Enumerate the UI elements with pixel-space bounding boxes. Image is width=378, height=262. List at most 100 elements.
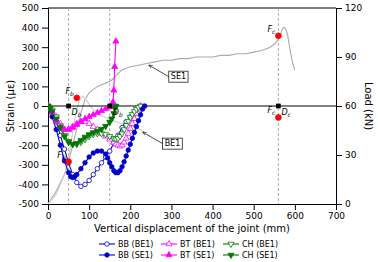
- marker: [103, 124, 109, 129]
- marker: [95, 166, 100, 171]
- tick: 200: [22, 62, 48, 72]
- tick-label: -200: [19, 141, 40, 151]
- tick-label: 200: [22, 62, 39, 72]
- tick-mark: [336, 8, 342, 9]
- tick: 100: [81, 204, 98, 221]
- tick: 500: [22, 3, 48, 13]
- tick: -100: [19, 121, 48, 131]
- marker: [132, 130, 137, 135]
- tick-mark: [130, 204, 131, 210]
- marker: [142, 104, 147, 109]
- tick-mark: [42, 8, 48, 9]
- tick-mark: [336, 204, 342, 205]
- tick-mark: [336, 106, 342, 107]
- marker: [134, 124, 139, 129]
- legend-item: BT (SE1): [161, 251, 214, 260]
- x-axis-title: Vertical displacement of the joint (mm): [94, 223, 290, 234]
- axis-line: [337, 9, 343, 205]
- marker: [87, 178, 92, 183]
- marker: [109, 117, 115, 122]
- tick-label: 90: [345, 52, 357, 62]
- tick-label: 0: [345, 199, 351, 209]
- marker: [86, 120, 92, 125]
- tick-label: 200: [122, 211, 139, 221]
- axis-line: [42, 9, 49, 205]
- marker: [74, 142, 80, 147]
- strain-line: [48, 106, 116, 144]
- strain-line: [48, 106, 141, 186]
- annotation: Fb: [65, 87, 74, 97]
- tick-label: 60: [345, 101, 357, 111]
- marker: [105, 156, 110, 161]
- marker: [138, 113, 143, 118]
- tick-label: -100: [19, 121, 40, 131]
- tick-label: 500: [22, 3, 39, 13]
- y-axis: -500-400-300-200-1000100200300400500: [19, 3, 49, 209]
- legend-label: BT (BE1): [180, 240, 215, 249]
- legend-marker: [228, 242, 234, 247]
- marker: [120, 165, 125, 170]
- legend-label: BB (SE1): [118, 251, 153, 260]
- point: [74, 95, 80, 101]
- y2-axis-title: Load (kN): [363, 82, 374, 130]
- marker: [98, 127, 104, 132]
- point: [276, 33, 282, 39]
- tick-label: 120: [345, 3, 362, 13]
- reference-point: [276, 104, 281, 109]
- marker: [61, 135, 67, 140]
- tick: 120: [336, 3, 362, 13]
- tick: -200: [19, 141, 48, 151]
- marker: [111, 87, 117, 92]
- tick-mark: [213, 204, 214, 210]
- tick: 90: [336, 52, 357, 62]
- tick-mark: [42, 106, 48, 107]
- marker: [49, 109, 55, 114]
- marker: [123, 135, 129, 140]
- annotation: Fc: [267, 25, 276, 35]
- tick: 600: [287, 204, 304, 221]
- marker: [75, 172, 80, 177]
- legend-marker: [228, 253, 234, 258]
- tick: 300: [163, 204, 180, 221]
- tick-mark: [42, 47, 48, 48]
- tick: 0: [336, 199, 351, 209]
- marker: [91, 172, 96, 177]
- legend-label: CH (SE1): [242, 251, 278, 260]
- marker: [124, 154, 129, 159]
- reference-point: [66, 104, 71, 109]
- legend-label: CH (BE1): [242, 240, 278, 249]
- marker: [74, 141, 80, 146]
- legend-item: BB (BE1): [99, 240, 153, 249]
- tick-mark: [42, 184, 48, 185]
- reference-point: [107, 104, 112, 109]
- frame-line: [48, 8, 336, 9]
- tick: -400: [19, 180, 48, 190]
- marker: [112, 63, 118, 68]
- tick: 400: [22, 23, 48, 33]
- tick-mark: [42, 28, 48, 29]
- tick-label: 400: [204, 211, 221, 221]
- marker: [125, 130, 131, 135]
- tick: 30: [336, 150, 357, 160]
- marker: [113, 38, 119, 43]
- y-axis-title: Strain (με): [5, 80, 16, 132]
- marker: [50, 110, 55, 115]
- marker: [78, 139, 84, 144]
- annotation: SE1: [171, 72, 186, 81]
- strain-line: [48, 41, 116, 129]
- tick-mark: [42, 204, 48, 205]
- marker: [82, 135, 88, 140]
- marker: [61, 134, 67, 139]
- annotation: Fb: [57, 151, 66, 161]
- tick: -300: [19, 160, 48, 170]
- marker: [53, 117, 59, 122]
- marker: [79, 166, 84, 171]
- marker: [128, 142, 133, 147]
- marker: [58, 143, 63, 148]
- legend-item: BT (BE1): [161, 240, 215, 249]
- strain-line: [48, 106, 145, 178]
- marker: [110, 99, 116, 104]
- marker: [99, 149, 104, 154]
- tick: -500: [19, 199, 48, 209]
- legend-marker: [105, 242, 110, 247]
